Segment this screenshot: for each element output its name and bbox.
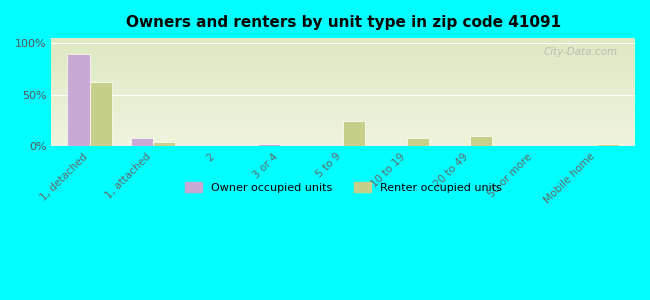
Bar [470, 136, 492, 146]
Bar [343, 121, 365, 146]
Bar [90, 82, 112, 146]
Bar [597, 144, 619, 146]
Title: Owners and renters by unit type in zip code 41091: Owners and renters by unit type in zip c… [125, 15, 561, 30]
Bar [68, 54, 90, 146]
Text: City-Data.com: City-Data.com [543, 47, 618, 57]
Bar [131, 138, 153, 146]
Legend: Owner occupied units, Renter occupied units: Owner occupied units, Renter occupied un… [181, 178, 506, 197]
Bar [153, 142, 175, 146]
Bar [257, 144, 280, 146]
Bar [407, 138, 429, 146]
